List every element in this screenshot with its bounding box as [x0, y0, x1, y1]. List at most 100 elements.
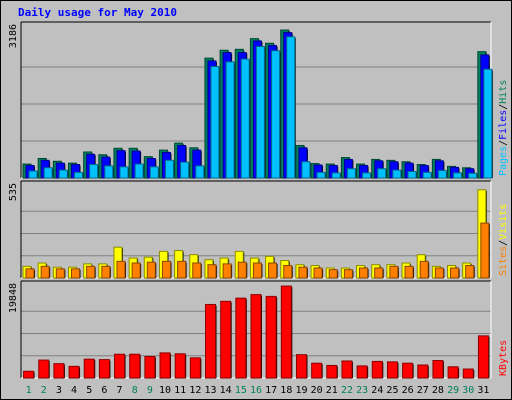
bar-kbytes-day-19 [295, 354, 307, 379]
x-tick-label-day-30: 30 [462, 385, 474, 396]
bar-kbytes-day-20 [311, 362, 323, 379]
x-tick-label-day-6: 6 [101, 385, 107, 396]
x-tick-label-day-20: 20 [311, 385, 323, 396]
x-tick-label-day-11: 11 [174, 385, 186, 396]
bar-kbytes-day-21 [326, 364, 338, 379]
bar-kbytes-day-14 [220, 300, 232, 379]
bar-sites-day-6 [101, 265, 111, 279]
bar-kbytes-day-29 [447, 366, 459, 379]
bar-sites-day-24 [374, 267, 384, 279]
x-tick-label-day-21: 21 [326, 385, 338, 396]
bar-kbytes-day-11 [174, 353, 186, 379]
panel-hits-files-pages-max-label: 3186 [8, 24, 19, 48]
bar-pages-day-1 [28, 170, 38, 179]
bar-kbytes-day-10 [159, 352, 171, 379]
bar-kbytes-day-9 [144, 355, 156, 379]
bar-sites-day-25 [389, 265, 399, 279]
x-tick-label-day-5: 5 [86, 385, 92, 396]
bar-kbytes-day-30 [462, 368, 474, 379]
bar-kbytes-day-4 [68, 365, 80, 379]
bar-kbytes-day-26 [402, 362, 414, 379]
x-tick-label-day-24: 24 [371, 385, 383, 396]
x-tick-label-day-28: 28 [432, 385, 444, 396]
bar-sites-day-27 [419, 260, 429, 279]
bar-pages-day-4 [73, 171, 83, 179]
legend-entry: / [498, 104, 509, 110]
bar-sites-day-13 [207, 264, 217, 279]
bar-kbytes-day-8 [129, 353, 141, 379]
bar-sites-day-26 [404, 265, 414, 279]
x-tick-label-day-29: 29 [447, 385, 459, 396]
x-tick-label-day-2: 2 [41, 385, 47, 396]
bar-kbytes-day-7 [114, 353, 126, 379]
bar-kbytes-day-18 [280, 285, 292, 379]
bar-sites-day-16 [252, 262, 262, 279]
bar-kbytes-day-28 [432, 360, 444, 379]
bar-pages-day-12 [195, 165, 205, 179]
bar-pages-day-7 [119, 166, 129, 179]
bar-kbytes-day-13 [205, 303, 217, 379]
bar-kbytes-day-5 [83, 358, 95, 379]
legend-entry: / [498, 240, 509, 246]
bar-sites-day-28 [434, 267, 444, 279]
bar-sites-day-20 [313, 267, 323, 279]
x-tick-label-day-18: 18 [280, 385, 292, 396]
bar-kbytes-day-3 [53, 363, 65, 379]
bar-sites-day-29 [450, 267, 460, 279]
bar-kbytes-day-31 [477, 335, 489, 379]
bar-sites-day-4 [70, 268, 80, 279]
x-tick-label-day-14: 14 [220, 385, 232, 396]
bar-pages-day-22 [346, 168, 356, 179]
bar-pages-day-5 [89, 164, 99, 179]
panel-visits-sites-legend: Sites/Visits [498, 204, 509, 276]
bar-pages-day-18 [286, 36, 296, 179]
chart-labels: 3186Pages/Files/Hits535Sites/Visits19848… [8, 24, 509, 396]
chart-panels [20, 21, 492, 379]
x-tick-label-day-17: 17 [265, 385, 277, 396]
bar-sites-day-3 [55, 268, 65, 279]
x-tick-label-day-1: 1 [26, 385, 32, 396]
legend-entry: KBytes [498, 340, 509, 376]
bar-sites-day-31 [480, 222, 490, 279]
bar-sites-day-15 [237, 261, 247, 279]
x-tick-label-day-25: 25 [386, 385, 398, 396]
panel-kbytes-legend: KBytes [498, 340, 509, 376]
bar-kbytes-day-1 [23, 370, 35, 379]
bar-kbytes-day-16 [250, 294, 262, 379]
bar-kbytes-day-6 [98, 359, 110, 379]
bar-sites-day-30 [465, 265, 475, 279]
x-tick-label-day-19: 19 [295, 385, 307, 396]
bar-kbytes-day-17 [265, 295, 277, 379]
legend-entry: Sites [498, 246, 509, 276]
bar-sites-day-5 [86, 265, 96, 279]
x-tick-label-day-9: 9 [147, 385, 153, 396]
bar-pages-day-2 [43, 167, 53, 179]
bar-pages-day-8 [134, 163, 144, 179]
x-tick-label-day-7: 7 [117, 385, 123, 396]
bar-pages-day-16 [255, 46, 265, 179]
bar-sites-day-2 [40, 265, 50, 279]
bar-pages-day-3 [58, 169, 68, 179]
x-tick-label-day-31: 31 [477, 385, 489, 396]
panel-kbytes-max-label: 19848 [8, 283, 19, 313]
bar-pages-day-11 [180, 161, 190, 179]
bar-sites-day-8 [131, 262, 141, 279]
bar-pages-day-27 [422, 171, 432, 179]
bar-pages-day-21 [331, 172, 341, 179]
bar-kbytes-day-24 [371, 360, 383, 379]
legend-entry: Pages [498, 146, 509, 176]
bar-sites-day-18 [283, 265, 293, 279]
bar-kbytes-day-2 [38, 359, 50, 379]
bar-kbytes-day-27 [417, 364, 429, 379]
x-tick-label-day-22: 22 [341, 385, 353, 396]
bar-kbytes-day-12 [189, 357, 201, 379]
legend-entry: Visits [498, 204, 509, 240]
bar-sites-day-14 [222, 263, 232, 279]
bar-pages-day-6 [104, 165, 114, 179]
legend-entry: Hits [498, 80, 509, 104]
bar-pages-day-17 [271, 50, 281, 179]
bar-pages-day-19 [301, 161, 311, 179]
x-tick-label-day-10: 10 [159, 385, 171, 396]
bar-pages-day-26 [407, 170, 417, 179]
